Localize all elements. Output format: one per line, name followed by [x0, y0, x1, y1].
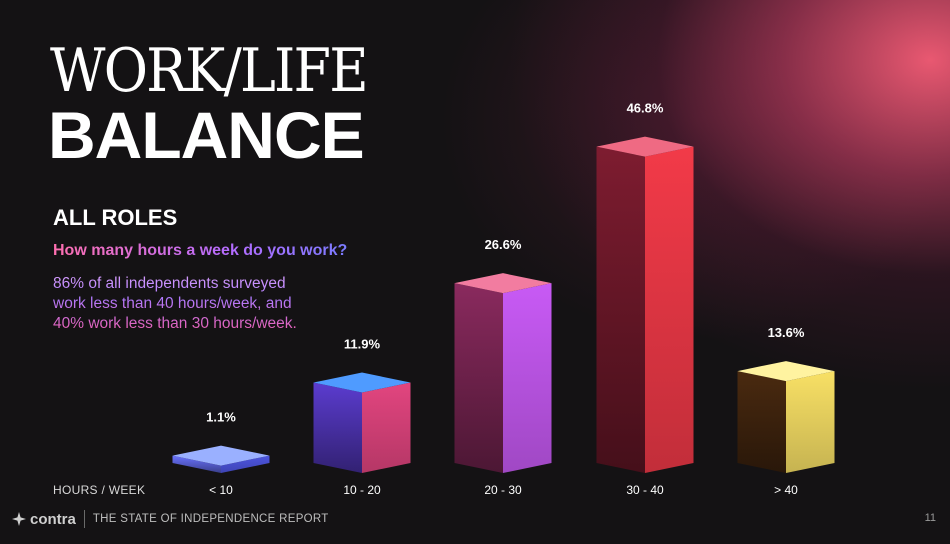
- x-axis-title: HOURS / WEEK: [53, 483, 146, 497]
- bar-face-top: [313, 372, 411, 393]
- bar-1: [313, 372, 411, 473]
- bar-face-left: [737, 371, 786, 473]
- footer-divider: [83, 510, 85, 528]
- slide-title-line1: WORK/LIFE: [50, 36, 369, 106]
- bar-face-left: [454, 283, 503, 473]
- bar-face-left: [313, 382, 362, 473]
- value-label: 46.8%: [627, 101, 664, 116]
- bar-face-top: [737, 361, 835, 382]
- bar-face-top: [596, 136, 694, 157]
- bar-face-top: [454, 273, 552, 294]
- x-tick-label: 10 - 20: [343, 483, 381, 497]
- bar-face-right: [362, 382, 411, 473]
- page-number: 11: [924, 512, 936, 524]
- x-tick-label: < 10: [209, 483, 233, 497]
- bar-2: [454, 273, 552, 473]
- bar-face-right: [645, 146, 694, 473]
- section-title: ALL ROLES: [53, 205, 178, 230]
- bar-face-top: [172, 445, 270, 466]
- x-tick-label: > 40: [774, 483, 798, 497]
- value-label: 11.9%: [344, 337, 381, 352]
- summary-text: 86% of all independents surveyed work le…: [53, 274, 303, 334]
- value-label: 26.6%: [485, 237, 522, 252]
- footer: contra THE STATE OF INDEPENDENCE REPORT: [12, 510, 329, 528]
- bar-face-left: [172, 455, 221, 473]
- value-label: 1.1%: [206, 410, 236, 425]
- contra-logo-icon: [12, 512, 26, 526]
- bar-face-right: [221, 455, 270, 473]
- logo-text: contra: [30, 510, 76, 528]
- bar-3: [596, 136, 694, 473]
- x-tick-label: 30 - 40: [626, 483, 664, 497]
- slide-title-line2: BALANCE: [48, 98, 365, 172]
- bar-face-left: [596, 146, 645, 473]
- bar-4: [737, 361, 835, 473]
- bar-face-right: [503, 283, 552, 473]
- report-title: THE STATE OF INDEPENDENCE REPORT: [92, 513, 329, 525]
- value-label: 13.6%: [768, 325, 805, 340]
- x-tick-label: 20 - 30: [484, 483, 522, 497]
- bar-0: [172, 445, 270, 473]
- bar-face-right: [786, 371, 835, 473]
- survey-question: How many hours a week do you work?: [53, 242, 348, 259]
